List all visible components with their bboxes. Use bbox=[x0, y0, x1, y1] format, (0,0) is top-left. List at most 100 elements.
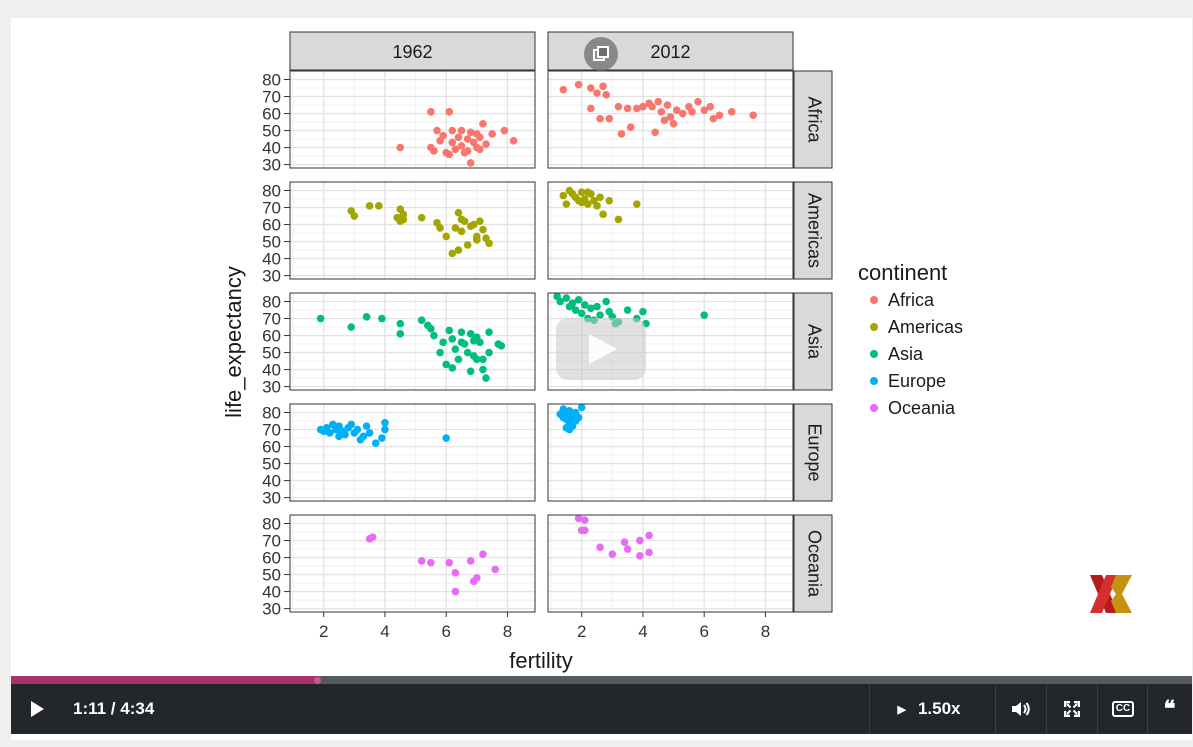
data-point bbox=[457, 142, 466, 150]
legend-key bbox=[870, 323, 878, 331]
x-tick-label: 2 bbox=[319, 622, 328, 641]
data-point bbox=[709, 114, 718, 123]
data-point bbox=[454, 133, 463, 142]
y-tick-label: 80 bbox=[262, 293, 281, 312]
data-point bbox=[463, 147, 472, 155]
data-point bbox=[639, 102, 647, 111]
transcript-icon: ❝ bbox=[1163, 696, 1176, 721]
data-point bbox=[577, 188, 586, 197]
y-tick-label: 30 bbox=[262, 600, 281, 619]
data-point bbox=[396, 330, 405, 338]
facet-strip-label: Asia bbox=[804, 324, 824, 360]
data-point bbox=[584, 188, 592, 197]
data-point bbox=[378, 314, 386, 323]
data-point bbox=[678, 109, 687, 118]
legend-label: Americas bbox=[888, 317, 963, 337]
data-point bbox=[488, 130, 496, 138]
data-point bbox=[593, 202, 601, 210]
speed-button[interactable]: ▶ 1.50x bbox=[869, 684, 989, 734]
progress-handle[interactable] bbox=[313, 677, 321, 684]
data-point bbox=[451, 587, 460, 596]
data-point bbox=[442, 232, 450, 241]
data-point bbox=[381, 418, 389, 427]
data-point bbox=[476, 133, 484, 142]
data-point bbox=[596, 311, 604, 319]
y-tick-label: 80 bbox=[262, 515, 281, 534]
data-point bbox=[645, 531, 653, 540]
separator bbox=[1147, 684, 1148, 734]
data-point bbox=[457, 215, 466, 224]
data-point bbox=[368, 533, 377, 541]
data-point bbox=[341, 430, 349, 439]
panel-background bbox=[548, 404, 793, 501]
data-point bbox=[424, 321, 432, 330]
y-tick-label: 80 bbox=[262, 182, 281, 201]
closed-captions-button[interactable]: CC bbox=[1098, 684, 1148, 734]
data-point bbox=[559, 191, 568, 200]
transcript-button[interactable]: ❝ bbox=[1147, 684, 1192, 734]
data-point bbox=[636, 536, 644, 545]
x-axis-title: fertility bbox=[509, 648, 573, 673]
x-tick-label: 4 bbox=[380, 622, 389, 641]
panel-border bbox=[289, 292, 536, 391]
data-point bbox=[479, 225, 487, 234]
y-tick-label: 50 bbox=[262, 233, 281, 252]
data-point bbox=[623, 104, 632, 113]
y-tick-label: 60 bbox=[262, 105, 281, 124]
data-point bbox=[617, 130, 626, 138]
y-axis-title: life_expectancy bbox=[221, 266, 246, 418]
data-point bbox=[479, 365, 487, 374]
data-point bbox=[457, 338, 466, 347]
data-point bbox=[371, 439, 380, 447]
data-point bbox=[445, 150, 454, 159]
data-point bbox=[602, 297, 610, 306]
y-tick-label: 30 bbox=[262, 378, 281, 397]
data-point bbox=[454, 246, 463, 254]
data-point bbox=[427, 558, 435, 567]
top-strip bbox=[0, 0, 1193, 6]
data-point bbox=[580, 516, 589, 524]
y-tick-label: 60 bbox=[262, 216, 281, 235]
legend-label: Africa bbox=[888, 290, 935, 310]
facet-strip-row bbox=[793, 292, 833, 391]
fullscreen-button[interactable] bbox=[1047, 684, 1097, 734]
y-tick-label: 50 bbox=[262, 122, 281, 141]
play-icon bbox=[31, 701, 44, 717]
data-point bbox=[365, 429, 374, 437]
data-point bbox=[672, 106, 681, 114]
data-point bbox=[479, 355, 487, 364]
data-point bbox=[430, 147, 438, 155]
data-point bbox=[316, 314, 325, 323]
data-point bbox=[365, 202, 374, 210]
facet-strip-row bbox=[793, 403, 833, 502]
volume-button[interactable] bbox=[996, 684, 1046, 734]
data-point bbox=[645, 548, 653, 557]
y-tick-label: 70 bbox=[262, 310, 281, 329]
data-point bbox=[565, 425, 574, 434]
data-point bbox=[685, 102, 693, 111]
data-point bbox=[417, 557, 426, 565]
data-point bbox=[633, 104, 641, 113]
data-point bbox=[457, 227, 466, 236]
data-point bbox=[466, 128, 475, 137]
data-point bbox=[466, 367, 475, 376]
data-point bbox=[469, 220, 478, 229]
y-tick-label: 50 bbox=[262, 455, 281, 474]
data-point bbox=[657, 108, 666, 116]
data-point bbox=[596, 193, 604, 202]
facet-strip-label: Americas bbox=[804, 193, 824, 268]
panel-background bbox=[290, 515, 535, 612]
facet-strip-column bbox=[289, 31, 536, 71]
play-button[interactable] bbox=[19, 684, 55, 734]
separator bbox=[1097, 684, 1098, 734]
panel-border bbox=[289, 403, 536, 502]
y-tick-label: 40 bbox=[262, 472, 281, 491]
data-point bbox=[451, 224, 460, 232]
progress-bar[interactable] bbox=[11, 676, 1192, 684]
popout-button[interactable] bbox=[584, 37, 618, 71]
data-point bbox=[335, 432, 343, 441]
big-play-button[interactable] bbox=[556, 318, 646, 380]
data-point bbox=[417, 213, 426, 222]
y-tick-label: 70 bbox=[262, 199, 281, 218]
data-point bbox=[577, 309, 586, 318]
